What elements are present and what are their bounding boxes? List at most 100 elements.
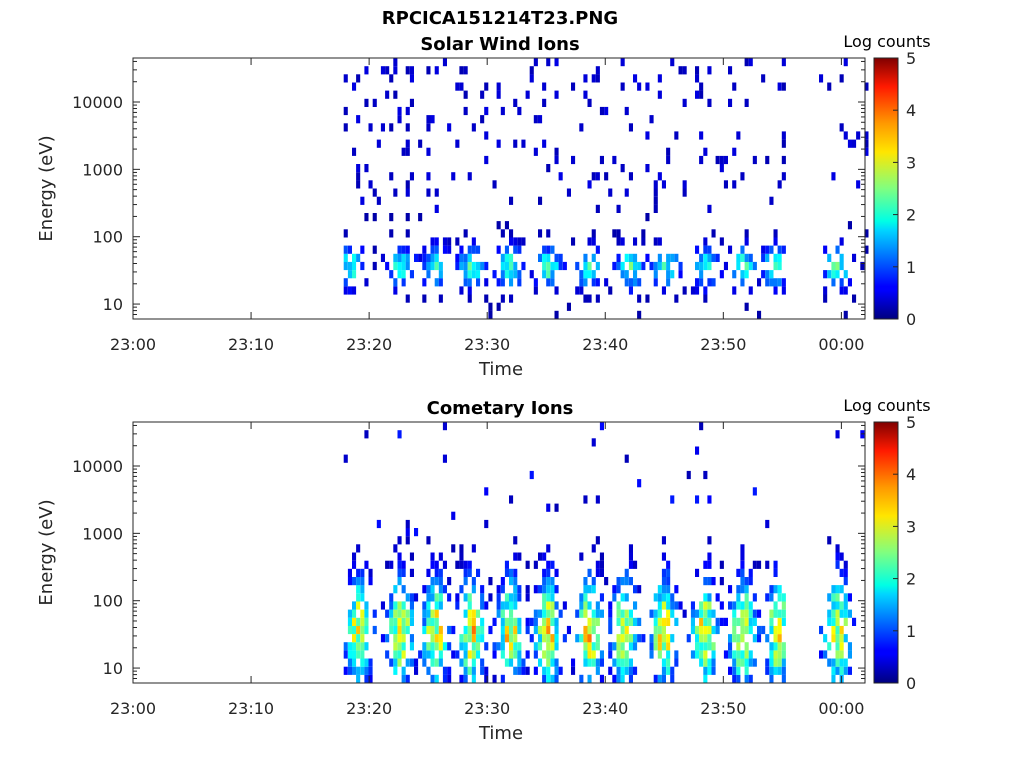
spectrogram-cell [438, 278, 443, 287]
spectrogram-cell [839, 278, 844, 287]
spectrogram-cell [434, 568, 439, 577]
spectrogram-cell [633, 74, 638, 83]
spectrogram-cell [538, 625, 543, 635]
spectrogram-cell [542, 577, 547, 586]
spectrogram-cell [620, 261, 625, 271]
spectrogram-cell [476, 609, 481, 618]
spectrogram-cell [409, 172, 414, 181]
x-tick-label: 23:00 [110, 699, 156, 718]
spectrogram-cell [496, 221, 501, 230]
spectrogram-cell [447, 123, 452, 132]
spectrogram-cell [682, 609, 687, 618]
x-tick-label: 23:10 [228, 699, 274, 718]
x-tick-label: 23:20 [346, 335, 392, 354]
spectrogram-cell [732, 601, 737, 610]
spectrogram-cell [728, 634, 733, 643]
spectrogram-cell [385, 650, 390, 659]
spectrogram-cell [744, 237, 749, 246]
spectrogram-cell [620, 577, 625, 586]
spectrogram-cell [393, 609, 398, 618]
spectrogram-cell [666, 577, 671, 586]
spectrogram-cell [500, 585, 505, 594]
spectrogram-cell [666, 658, 671, 667]
spectrogram-cell [463, 270, 468, 279]
spectrogram-cell [819, 625, 824, 635]
spectrogram-cell [430, 634, 435, 643]
spectrogram-cell [463, 90, 468, 99]
spectrogram-cell [529, 74, 534, 83]
spectrogram-cell [414, 658, 419, 667]
spectrogram-cell [657, 90, 662, 99]
spectrogram-cell [550, 577, 555, 586]
spectrogram-cell [409, 658, 414, 667]
spectrogram-cell [864, 229, 869, 238]
spectrogram-cell [368, 666, 373, 675]
spectrogram-cell [583, 278, 588, 287]
spectrogram-cell [500, 674, 505, 683]
spectrogram-cell [356, 544, 361, 553]
spectrogram-cell [827, 82, 832, 91]
spectrogram-cell [616, 674, 621, 683]
spectrogram-cell [773, 634, 778, 643]
spectrogram-cell [686, 634, 691, 643]
spectrogram-cell [517, 650, 522, 659]
spectrogram-cell [752, 155, 757, 165]
spectrogram-cell [835, 625, 840, 635]
spectrogram-cell [666, 560, 671, 569]
spectrogram-cell [847, 139, 852, 148]
spectrogram-cell [364, 609, 369, 618]
spectrogram-cell [546, 674, 551, 683]
spectrogram-cell [628, 658, 633, 667]
spectrogram-cell [418, 213, 423, 222]
spectrogram-cell [463, 593, 468, 602]
spectrogram-cell [389, 74, 394, 83]
spectrogram-cell [538, 658, 543, 667]
spectrogram-cell [628, 560, 633, 569]
spectrogram-cell [703, 625, 708, 635]
spectrogram-cell [736, 650, 741, 659]
spectrogram-cell [393, 90, 398, 99]
spectrogram-cell [653, 196, 658, 205]
spectrogram-cell [409, 601, 414, 610]
spectrogram-cell [757, 634, 762, 643]
spectrogram-cell [538, 642, 543, 651]
spectrogram-cell [777, 82, 782, 91]
spectrogram-cell [546, 253, 551, 262]
spectrogram-cell [513, 568, 518, 577]
spectrogram-cell [744, 609, 749, 618]
spectrogram-cell [769, 196, 774, 205]
spectrogram-cell [546, 650, 551, 659]
spectrogram-cell [728, 601, 733, 610]
spectrogram-cell [356, 666, 361, 675]
spectrogram-cell [732, 609, 737, 618]
spectrogram-cell [843, 568, 848, 577]
spectrogram-cell [827, 253, 832, 262]
spectrogram-cell [467, 270, 472, 279]
spectrogram-cell [732, 286, 737, 295]
spectrogram-cell [467, 609, 472, 618]
spectrogram-cell [703, 577, 708, 586]
colorbar-label: Log counts [843, 396, 930, 415]
spectrogram-cell [467, 172, 472, 181]
spectrogram-cell [347, 245, 352, 254]
spectrogram-cell [546, 609, 551, 618]
spectrogram-cell [620, 674, 625, 683]
spectrogram-cell [422, 650, 427, 659]
spectrogram-cell [442, 560, 447, 569]
spectrogram-cell [525, 593, 530, 602]
spectrogram-cell [459, 261, 464, 271]
spectrogram-cell [442, 585, 447, 594]
spectrogram-cell [612, 674, 617, 683]
spectrogram-cell [488, 577, 493, 586]
spectrogram-cell [405, 245, 410, 254]
spectrogram-cell [389, 172, 394, 181]
spectrogram-cell [533, 115, 538, 124]
spectrogram-cell [430, 642, 435, 651]
spectrogram-cell [513, 98, 518, 107]
spectrogram-cell [500, 650, 505, 659]
spectrogram-cell [728, 66, 733, 75]
spectrogram-cell [633, 560, 638, 569]
spectrogram-cell [550, 650, 555, 659]
spectrogram-cell [352, 634, 357, 643]
